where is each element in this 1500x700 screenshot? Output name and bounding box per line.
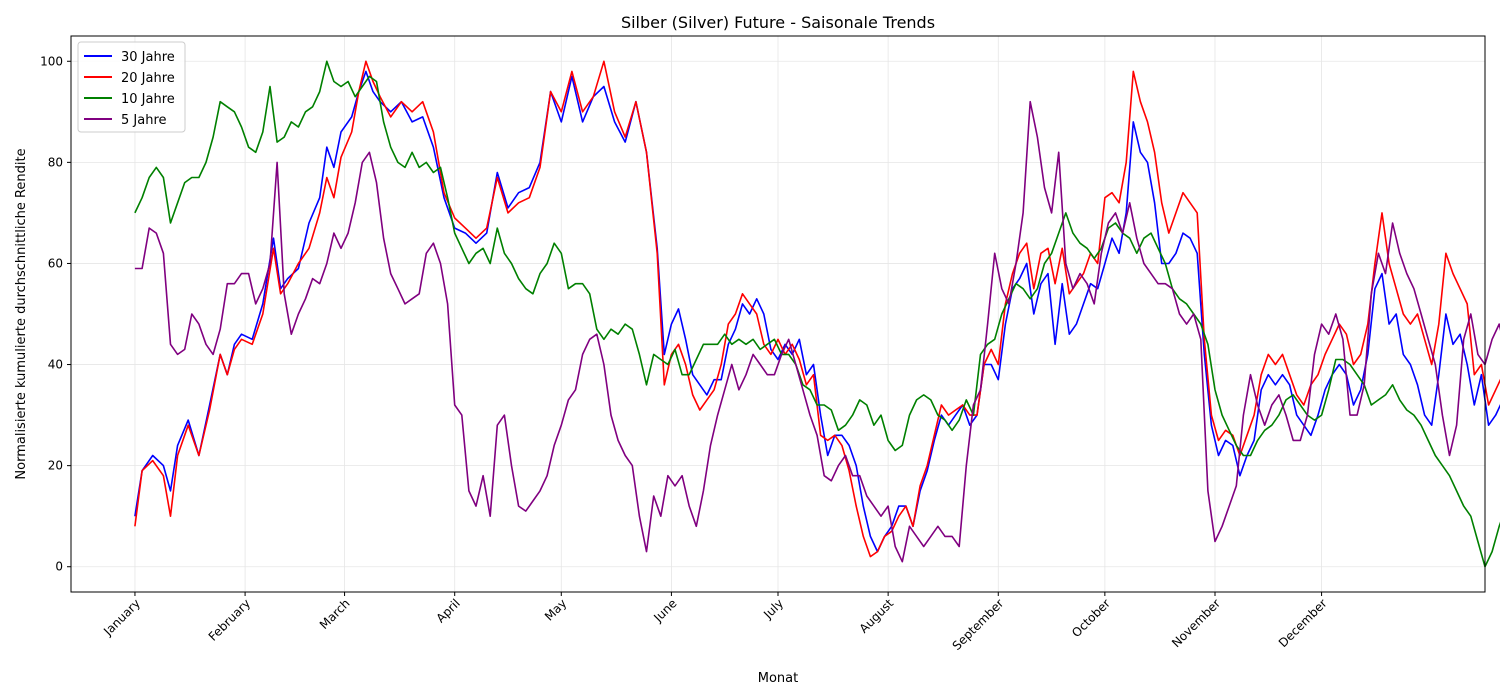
series-group — [134, 60, 1500, 568]
x-tick-label: July — [760, 596, 786, 622]
y-tick-label: 100 — [40, 54, 63, 68]
legend-box — [77, 41, 186, 133]
x-tick-label: June — [650, 596, 679, 625]
chart-title: Silber (Silver) Future - Saisonale Trend… — [621, 13, 935, 32]
x-tick-label: February — [206, 596, 254, 644]
x-tick-label: January — [100, 596, 143, 639]
legend-label: 30 Jahre — [121, 50, 175, 65]
x-tick-label: October — [1069, 596, 1113, 640]
y-tick-label: 0 — [55, 560, 63, 574]
x-tick-label: May — [542, 596, 569, 623]
x-tick-label: April — [434, 596, 463, 625]
x-tick-label: August — [857, 596, 897, 636]
x-tick-label: September — [950, 596, 1007, 653]
series-line-3 — [134, 60, 1500, 568]
x-tick-label: December — [1276, 596, 1330, 650]
legend-label: 20 Jahre — [121, 71, 175, 86]
x-tick-label: March — [317, 596, 353, 632]
series-line-4 — [134, 100, 1500, 563]
y-tick-label: 80 — [48, 155, 63, 169]
y-tick-label: 60 — [48, 256, 63, 270]
legend: 30 Jahre 20 Jahre 10 Jahre 5 Jahre — [77, 41, 186, 133]
x-tick-label: November — [1169, 596, 1223, 650]
y-tick-label: 20 — [48, 459, 63, 473]
x-axis: January February March April May June July Augu… — [100, 592, 1330, 653]
y-tick-label: 40 — [48, 358, 63, 372]
x-axis-title: Monat — [758, 671, 798, 686]
y-axis: 0 20 40 60 80 100 — [40, 54, 71, 574]
grid — [71, 36, 1485, 592]
legend-label: 5 Jahre — [121, 113, 167, 128]
series-line-2 — [134, 60, 1500, 558]
legend-label: 10 Jahre — [121, 92, 175, 107]
series-line-1 — [134, 70, 1500, 553]
y-axis-title: Normalisierte kumulierte durchschnittlic… — [14, 148, 29, 479]
